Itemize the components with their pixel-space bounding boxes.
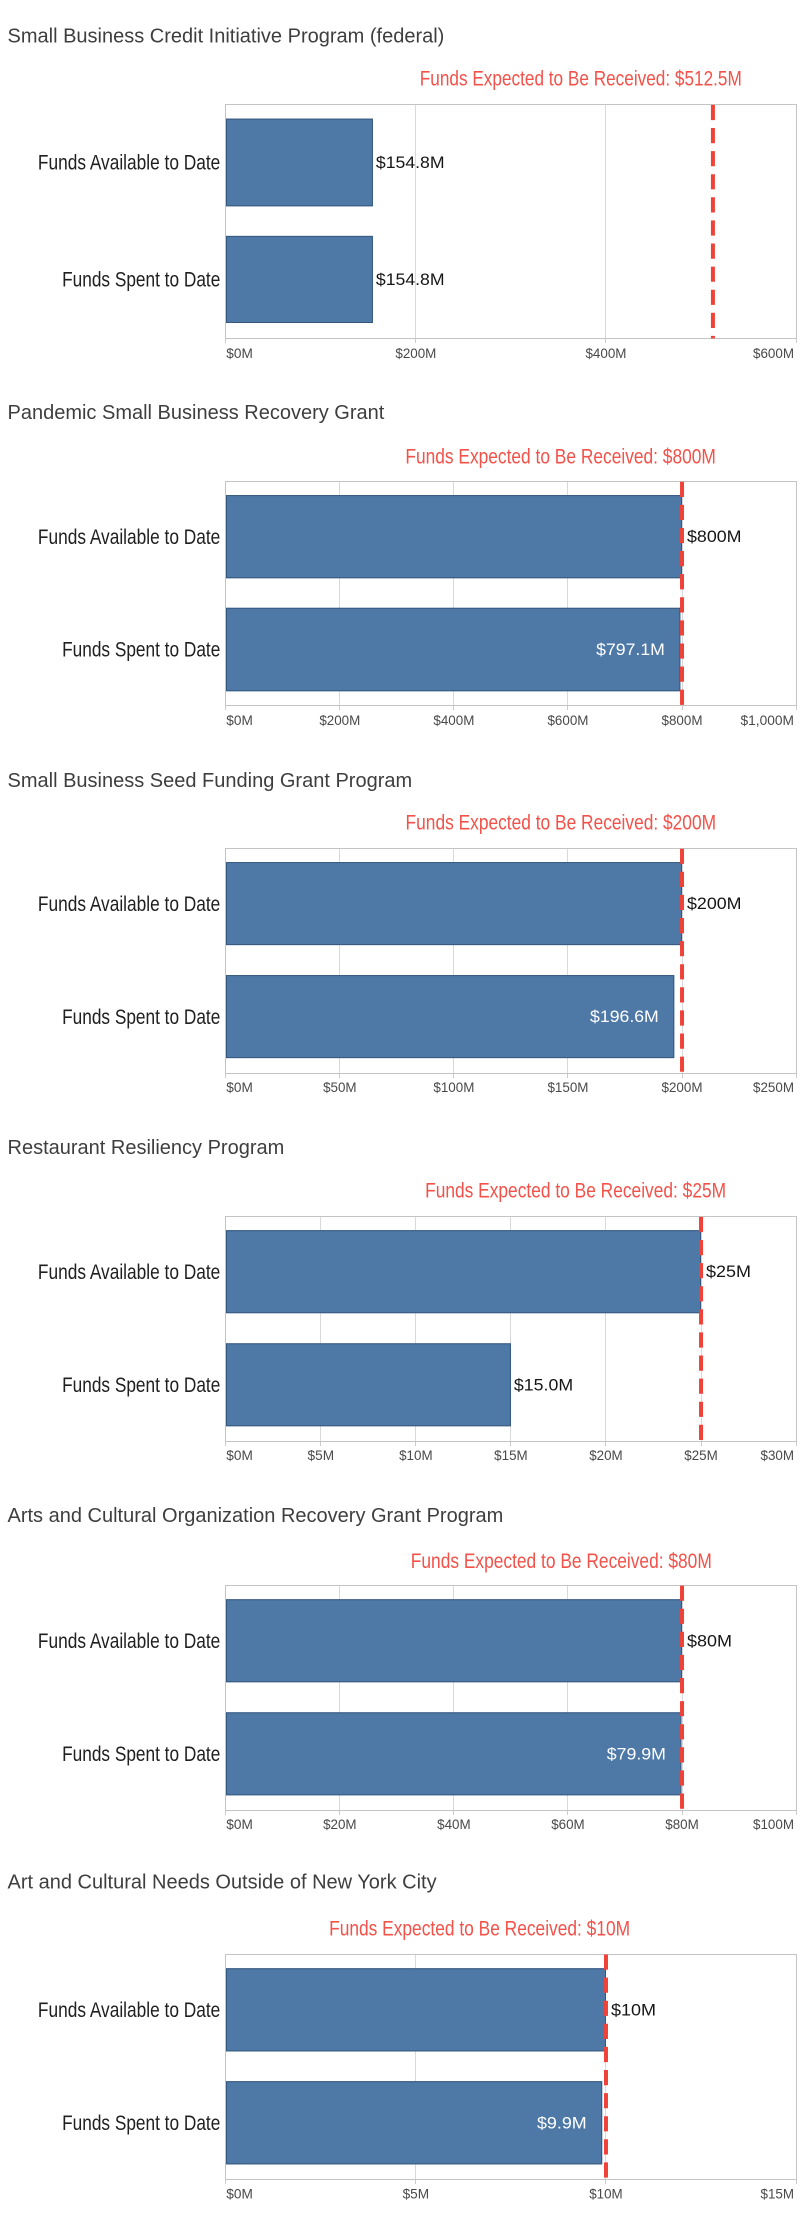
svg-text:$100M: $100M: [433, 1079, 474, 1095]
svg-text:$154.8M: $154.8M: [376, 270, 445, 289]
svg-text:Funds Expected to Be Received:: Funds Expected to Be Received: $200M: [406, 811, 717, 834]
svg-text:$154.8M: $154.8M: [376, 153, 445, 172]
svg-text:$1,000M: $1,000M: [741, 712, 795, 728]
svg-text:$25M: $25M: [706, 1262, 751, 1281]
svg-text:$800M: $800M: [662, 712, 703, 728]
svg-text:$200M: $200M: [662, 1079, 703, 1095]
svg-text:$0M: $0M: [226, 2185, 253, 2201]
svg-text:$600M: $600M: [547, 712, 588, 728]
svg-text:$250M: $250M: [753, 1079, 794, 1095]
svg-text:Art and Cultural Needs Outside: Art and Cultural Needs Outside of New Yo…: [8, 1872, 437, 1894]
svg-text:Funds Available to Date: Funds Available to Date: [38, 526, 220, 549]
svg-text:$15M: $15M: [494, 1447, 528, 1463]
svg-text:$150M: $150M: [547, 1079, 588, 1095]
svg-text:Funds Spent to Date: Funds Spent to Date: [62, 1743, 220, 1766]
svg-text:$0M: $0M: [226, 712, 253, 728]
svg-text:$25M: $25M: [684, 1447, 718, 1463]
svg-text:Small Business Credit Initiati: Small Business Credit Initiative Program…: [8, 26, 445, 48]
svg-text:$0M: $0M: [226, 345, 253, 361]
svg-text:$80M: $80M: [687, 1631, 732, 1650]
svg-text:Funds Spent to Date: Funds Spent to Date: [62, 2112, 220, 2135]
svg-text:$200M: $200M: [395, 345, 436, 361]
svg-text:Funds Expected to Be Received:: Funds Expected to Be Received: $800M: [405, 445, 715, 468]
svg-text:$200M: $200M: [319, 712, 360, 728]
svg-text:$5M: $5M: [403, 2185, 430, 2201]
svg-text:$20M: $20M: [323, 1816, 357, 1832]
svg-text:Funds Available to Date: Funds Available to Date: [38, 893, 220, 916]
svg-text:$10M: $10M: [611, 2000, 656, 2019]
svg-text:Funds Available to Date: Funds Available to Date: [38, 1261, 220, 1284]
svg-text:$0M: $0M: [226, 1816, 253, 1832]
svg-text:Pandemic Small Business Recove: Pandemic Small Business Recovery Grant: [8, 402, 385, 424]
svg-text:Funds Expected to Be Received:: Funds Expected to Be Received: $25M: [425, 1179, 726, 1202]
svg-text:Restaurant Resiliency Program: Restaurant Resiliency Program: [8, 1137, 285, 1159]
svg-text:Small Business Seed Funding Gr: Small Business Seed Funding Grant Progra…: [8, 770, 413, 792]
svg-text:$20M: $20M: [589, 1447, 623, 1463]
svg-text:$797.1M: $797.1M: [596, 640, 665, 659]
svg-text:Funds Spent to Date: Funds Spent to Date: [62, 1374, 220, 1397]
svg-text:$5M: $5M: [308, 1447, 335, 1463]
svg-text:$200M: $200M: [687, 894, 742, 913]
svg-text:$30M: $30M: [761, 1447, 795, 1463]
svg-text:$196.6M: $196.6M: [590, 1007, 659, 1026]
svg-text:$15.0M: $15.0M: [514, 1375, 573, 1394]
svg-text:$800M: $800M: [687, 527, 742, 546]
svg-text:$400M: $400M: [433, 712, 474, 728]
svg-text:$100M: $100M: [753, 1816, 794, 1832]
svg-text:Funds Expected to Be Received:: Funds Expected to Be Received: $10M: [329, 1917, 630, 1940]
svg-text:Arts and Cultural Organization: Arts and Cultural Organization Recovery …: [8, 1505, 504, 1527]
svg-text:Funds Expected to Be Received:: Funds Expected to Be Received: $80M: [411, 1550, 712, 1573]
svg-text:$0M: $0M: [226, 1447, 253, 1463]
svg-text:$400M: $400M: [585, 345, 626, 361]
svg-text:Funds Available to Date: Funds Available to Date: [38, 1630, 220, 1653]
svg-text:$79.9M: $79.9M: [607, 1744, 666, 1763]
svg-text:Funds Spent to Date: Funds Spent to Date: [62, 1006, 220, 1029]
svg-text:$10M: $10M: [589, 2185, 623, 2201]
svg-text:$9.9M: $9.9M: [537, 2113, 587, 2132]
svg-text:$10M: $10M: [399, 1447, 433, 1463]
svg-text:$50M: $50M: [323, 1079, 357, 1095]
svg-text:$600M: $600M: [753, 345, 794, 361]
svg-text:$15M: $15M: [761, 2185, 795, 2201]
svg-text:$40M: $40M: [437, 1816, 471, 1832]
svg-text:Funds Expected to Be Received:: Funds Expected to Be Received: $512.5M: [420, 68, 742, 91]
svg-text:$0M: $0M: [226, 1079, 253, 1095]
svg-text:$60M: $60M: [551, 1816, 585, 1832]
svg-text:$80M: $80M: [665, 1816, 699, 1832]
svg-text:Funds Spent to Date: Funds Spent to Date: [62, 269, 220, 292]
svg-text:Funds Spent to Date: Funds Spent to Date: [62, 639, 220, 662]
svg-text:Funds Available to Date: Funds Available to Date: [38, 152, 220, 175]
svg-text:Funds Available to Date: Funds Available to Date: [38, 1999, 220, 2022]
